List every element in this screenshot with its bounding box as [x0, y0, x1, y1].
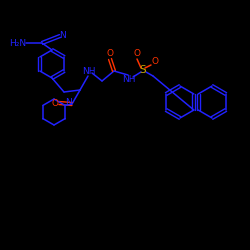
Text: H₂N: H₂N — [10, 38, 26, 48]
Text: NH: NH — [82, 66, 96, 76]
Text: NH: NH — [122, 76, 136, 84]
Text: O: O — [52, 98, 59, 108]
Text: O: O — [106, 50, 114, 58]
Text: N: N — [65, 98, 72, 107]
Text: N: N — [60, 32, 66, 40]
Text: O: O — [152, 58, 158, 66]
Text: O: O — [134, 50, 140, 58]
Text: S: S — [140, 65, 146, 75]
